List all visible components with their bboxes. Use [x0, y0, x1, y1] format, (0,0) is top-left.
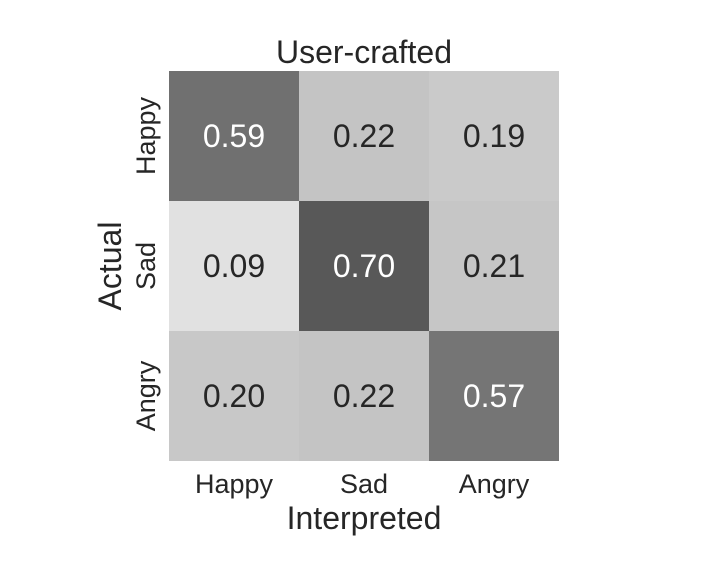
cell-value-label-1-1: 0.70	[333, 248, 395, 284]
cell-value-label-1-2: 0.21	[463, 248, 525, 284]
y-tick-labels: Happy Sad Angry	[131, 96, 161, 431]
chart-title: User-crafted	[276, 34, 452, 70]
cell-value-label-2-0: 0.20	[203, 378, 265, 414]
x-tick-label-0: Happy	[195, 469, 274, 499]
y-tick-label-1: Sad	[131, 242, 161, 290]
y-tick-label-0: Happy	[131, 96, 161, 175]
heatmap-cell-0-2	[429, 71, 559, 201]
cell-value-label-2-2: 0.57	[463, 378, 525, 414]
cell-value-label-0-2: 0.19	[463, 118, 525, 154]
heatmap-cell-1-2	[429, 201, 559, 331]
heatmap-cells	[169, 71, 559, 461]
heatmap-cell-2-1	[299, 331, 429, 461]
heatmap-cell-2-2	[429, 331, 559, 461]
cell-value-label-1-0: 0.09	[203, 248, 265, 284]
cell-value-label-2-1: 0.22	[333, 378, 395, 414]
cell-value-label-0-1: 0.22	[333, 118, 395, 154]
x-tick-label-1: Sad	[340, 469, 388, 499]
x-tick-labels: Happy Sad Angry	[195, 469, 530, 499]
heatmap-cell-2-0	[169, 331, 299, 461]
heatmap-value-labels: 0.59 0.22 0.19 0.09 0.70 0.21 0.20 0.22 0.57	[203, 118, 525, 414]
heatmap-cell-0-0	[169, 71, 299, 201]
x-tick-label-2: Angry	[459, 469, 530, 499]
cell-value-label-0-0: 0.59	[203, 118, 265, 154]
y-axis-title: Actual	[92, 222, 128, 311]
heatmap-cell-1-0	[169, 201, 299, 331]
heatmap-cell-0-1	[299, 71, 429, 201]
heatmap-cell-1-1	[299, 201, 429, 331]
x-axis-title: Interpreted	[287, 500, 442, 536]
y-tick-label-2: Angry	[131, 360, 161, 431]
